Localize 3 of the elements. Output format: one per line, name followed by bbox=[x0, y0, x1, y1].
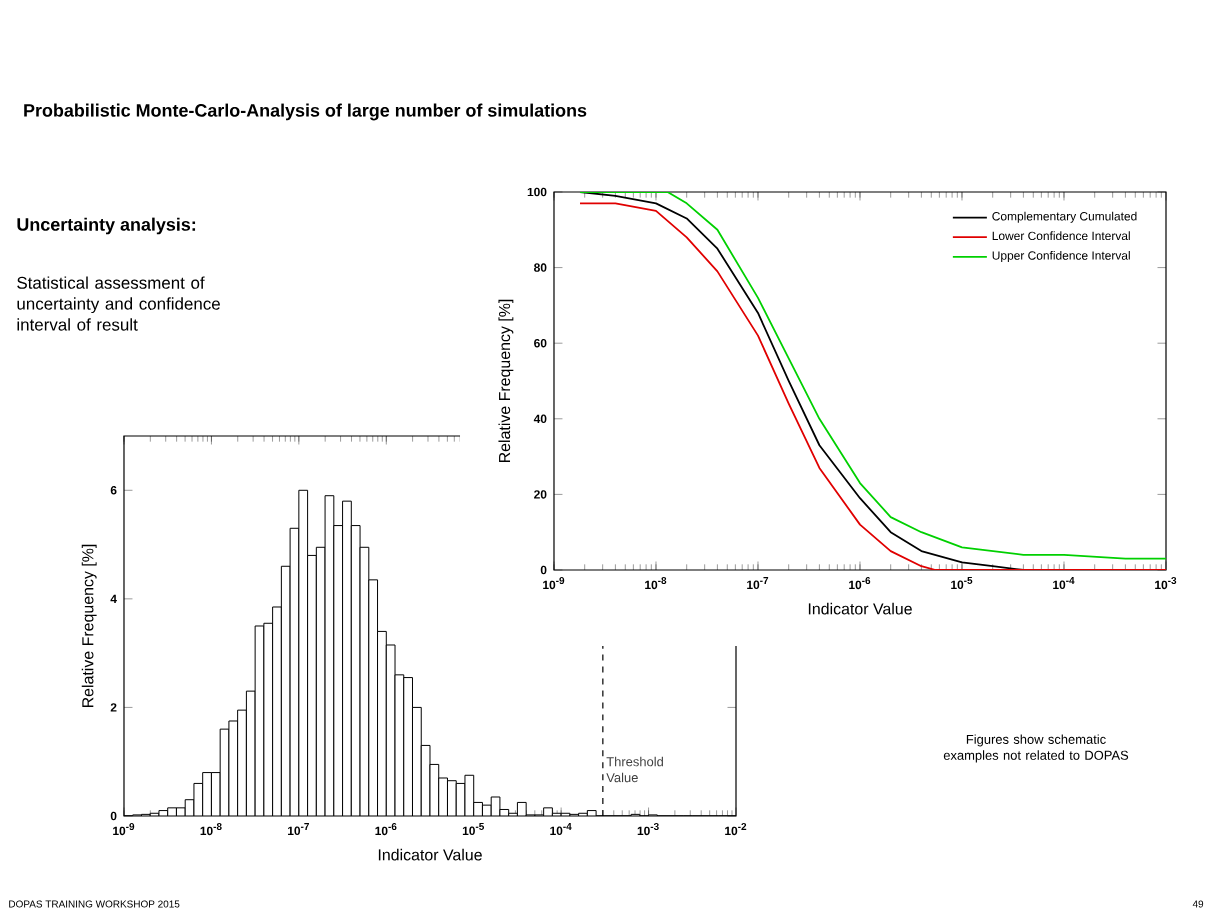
text: Uncertainty analysis: bbox=[17, 217, 196, 235]
text: Probabilistic Monte-Carlo-Analysis of large number of simulations bbox=[24, 103, 587, 121]
text: Statistical assessment of uncertainty and confidence interval of result bbox=[17, 276, 220, 331]
